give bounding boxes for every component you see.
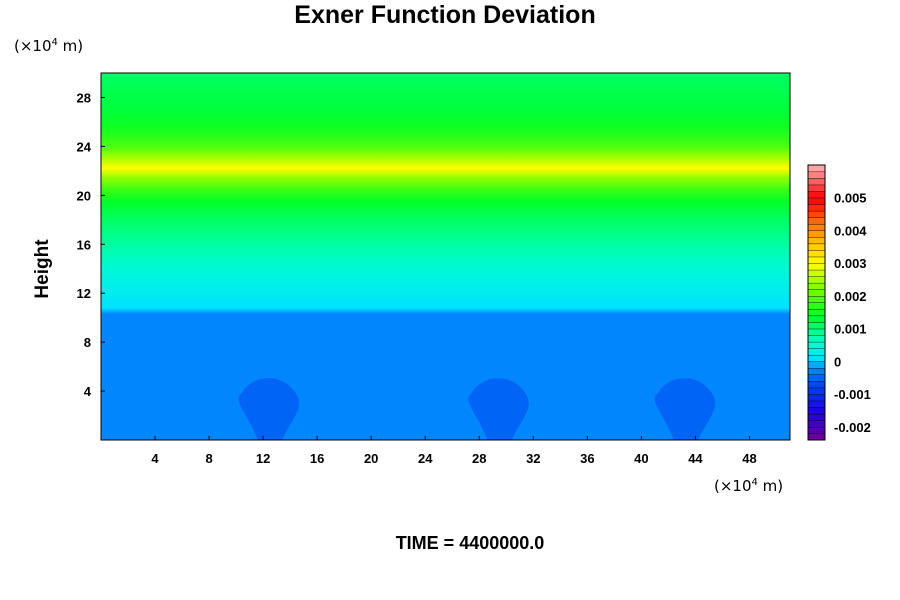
colorbar-cell	[807, 197, 826, 205]
colorbar-cell	[807, 400, 826, 408]
colorbar-tick-label: -0.001	[834, 387, 871, 402]
colorbar-cell	[807, 249, 826, 258]
colorbar-cell	[807, 184, 826, 192]
plot-frame	[100, 72, 791, 441]
y-tick-label: 28	[77, 90, 91, 105]
colorbar-cell	[807, 276, 826, 284]
colorbar-cell	[807, 177, 826, 186]
colorbar-cell	[807, 217, 826, 225]
colorbar-cell	[807, 302, 826, 310]
colorbar-cell	[807, 420, 826, 428]
chart-title: Exner Function Deviation	[294, 1, 596, 29]
colorbar-cell	[807, 190, 826, 199]
colorbar-cell	[807, 295, 826, 304]
colorbar-cell	[807, 387, 826, 395]
blob-layer	[238, 378, 716, 440]
colorbar-cell	[807, 407, 826, 415]
y-tick-label: 16	[77, 237, 91, 252]
colorbar-tick-label: 0	[834, 354, 841, 369]
colorbar-tick-label: 0.004	[834, 223, 867, 238]
x-tick-label: 20	[364, 451, 378, 466]
colorbar-cell	[807, 315, 826, 323]
colorbar-cell	[807, 236, 826, 245]
colorbar-cell	[807, 433, 826, 441]
x-tick-label: 48	[742, 451, 756, 466]
x-tick-label: 4	[151, 451, 159, 466]
colorbar-cell	[807, 282, 826, 290]
x-tick-label: 32	[526, 451, 540, 466]
colorbar-cell	[807, 204, 826, 212]
colorbar-cell	[807, 380, 826, 389]
colorbar-cell	[807, 335, 826, 343]
colorbar-cell	[807, 263, 826, 271]
colorbar-cell	[807, 426, 826, 434]
x-tick-label: 12	[256, 451, 270, 466]
colorbar-tick-label: 0.001	[834, 322, 867, 337]
y-tick-label: 20	[77, 188, 91, 203]
colorbar-cell	[807, 367, 826, 376]
colorbar-cell	[807, 321, 826, 330]
colorbar-cell	[807, 413, 826, 421]
colorbar-tick-label: -0.002	[834, 420, 871, 435]
colorbar: 0.005 0.004 0.003 0.002 0.001 0 -0.001 -0.002	[807, 164, 871, 441]
colorbar-cell	[807, 328, 826, 336]
y-tick-label: 24	[77, 139, 92, 154]
colorbar-cell	[807, 289, 826, 297]
x-tick-label: 28	[472, 451, 486, 466]
colorbar-frame	[807, 164, 826, 441]
colorbar-cell	[807, 354, 826, 362]
heatmap-field	[101, 73, 790, 440]
colorbar-cell	[807, 243, 826, 251]
colorbar-tick-label: 0.003	[834, 256, 867, 271]
colorbar-cell	[807, 308, 826, 317]
colorbar-cell	[807, 361, 826, 369]
y-axis-unit: (×104 m)	[14, 37, 84, 55]
colorbar-cell	[807, 341, 826, 349]
surface-blob	[654, 378, 716, 440]
colorbar-cell	[807, 374, 826, 382]
colorbar-cell	[807, 164, 826, 173]
colorbar-cell	[807, 348, 826, 356]
x-tick-label: 36	[580, 451, 594, 466]
colorbar-cell	[807, 393, 826, 402]
colorbar-tick-label: 0.005	[834, 191, 867, 206]
x-tick-label: 8	[205, 451, 212, 466]
colorbar-cell	[807, 269, 826, 277]
colorbar-cell	[807, 223, 826, 231]
y-tick-label: 8	[84, 335, 91, 350]
x-axis-unit: (×104 m)	[714, 477, 784, 495]
colorbar-tick-label: 0.002	[834, 289, 867, 304]
time-label: TIME = 4400000.0	[395, 533, 545, 553]
colorbar-cell	[807, 171, 826, 179]
y-tick-label: 12	[77, 286, 91, 301]
surface-blob	[468, 378, 529, 440]
y-tick-label: 4	[84, 384, 92, 399]
x-tick-label: 40	[634, 451, 648, 466]
colorbar-cell	[807, 210, 826, 218]
surface-blob	[238, 378, 300, 440]
colorbar-cell	[807, 230, 826, 238]
x-tick-label: 44	[688, 451, 703, 466]
colorbar-cell	[807, 256, 826, 264]
x-tick-label: 24	[418, 451, 433, 466]
x-tick-label: 16	[310, 451, 324, 466]
